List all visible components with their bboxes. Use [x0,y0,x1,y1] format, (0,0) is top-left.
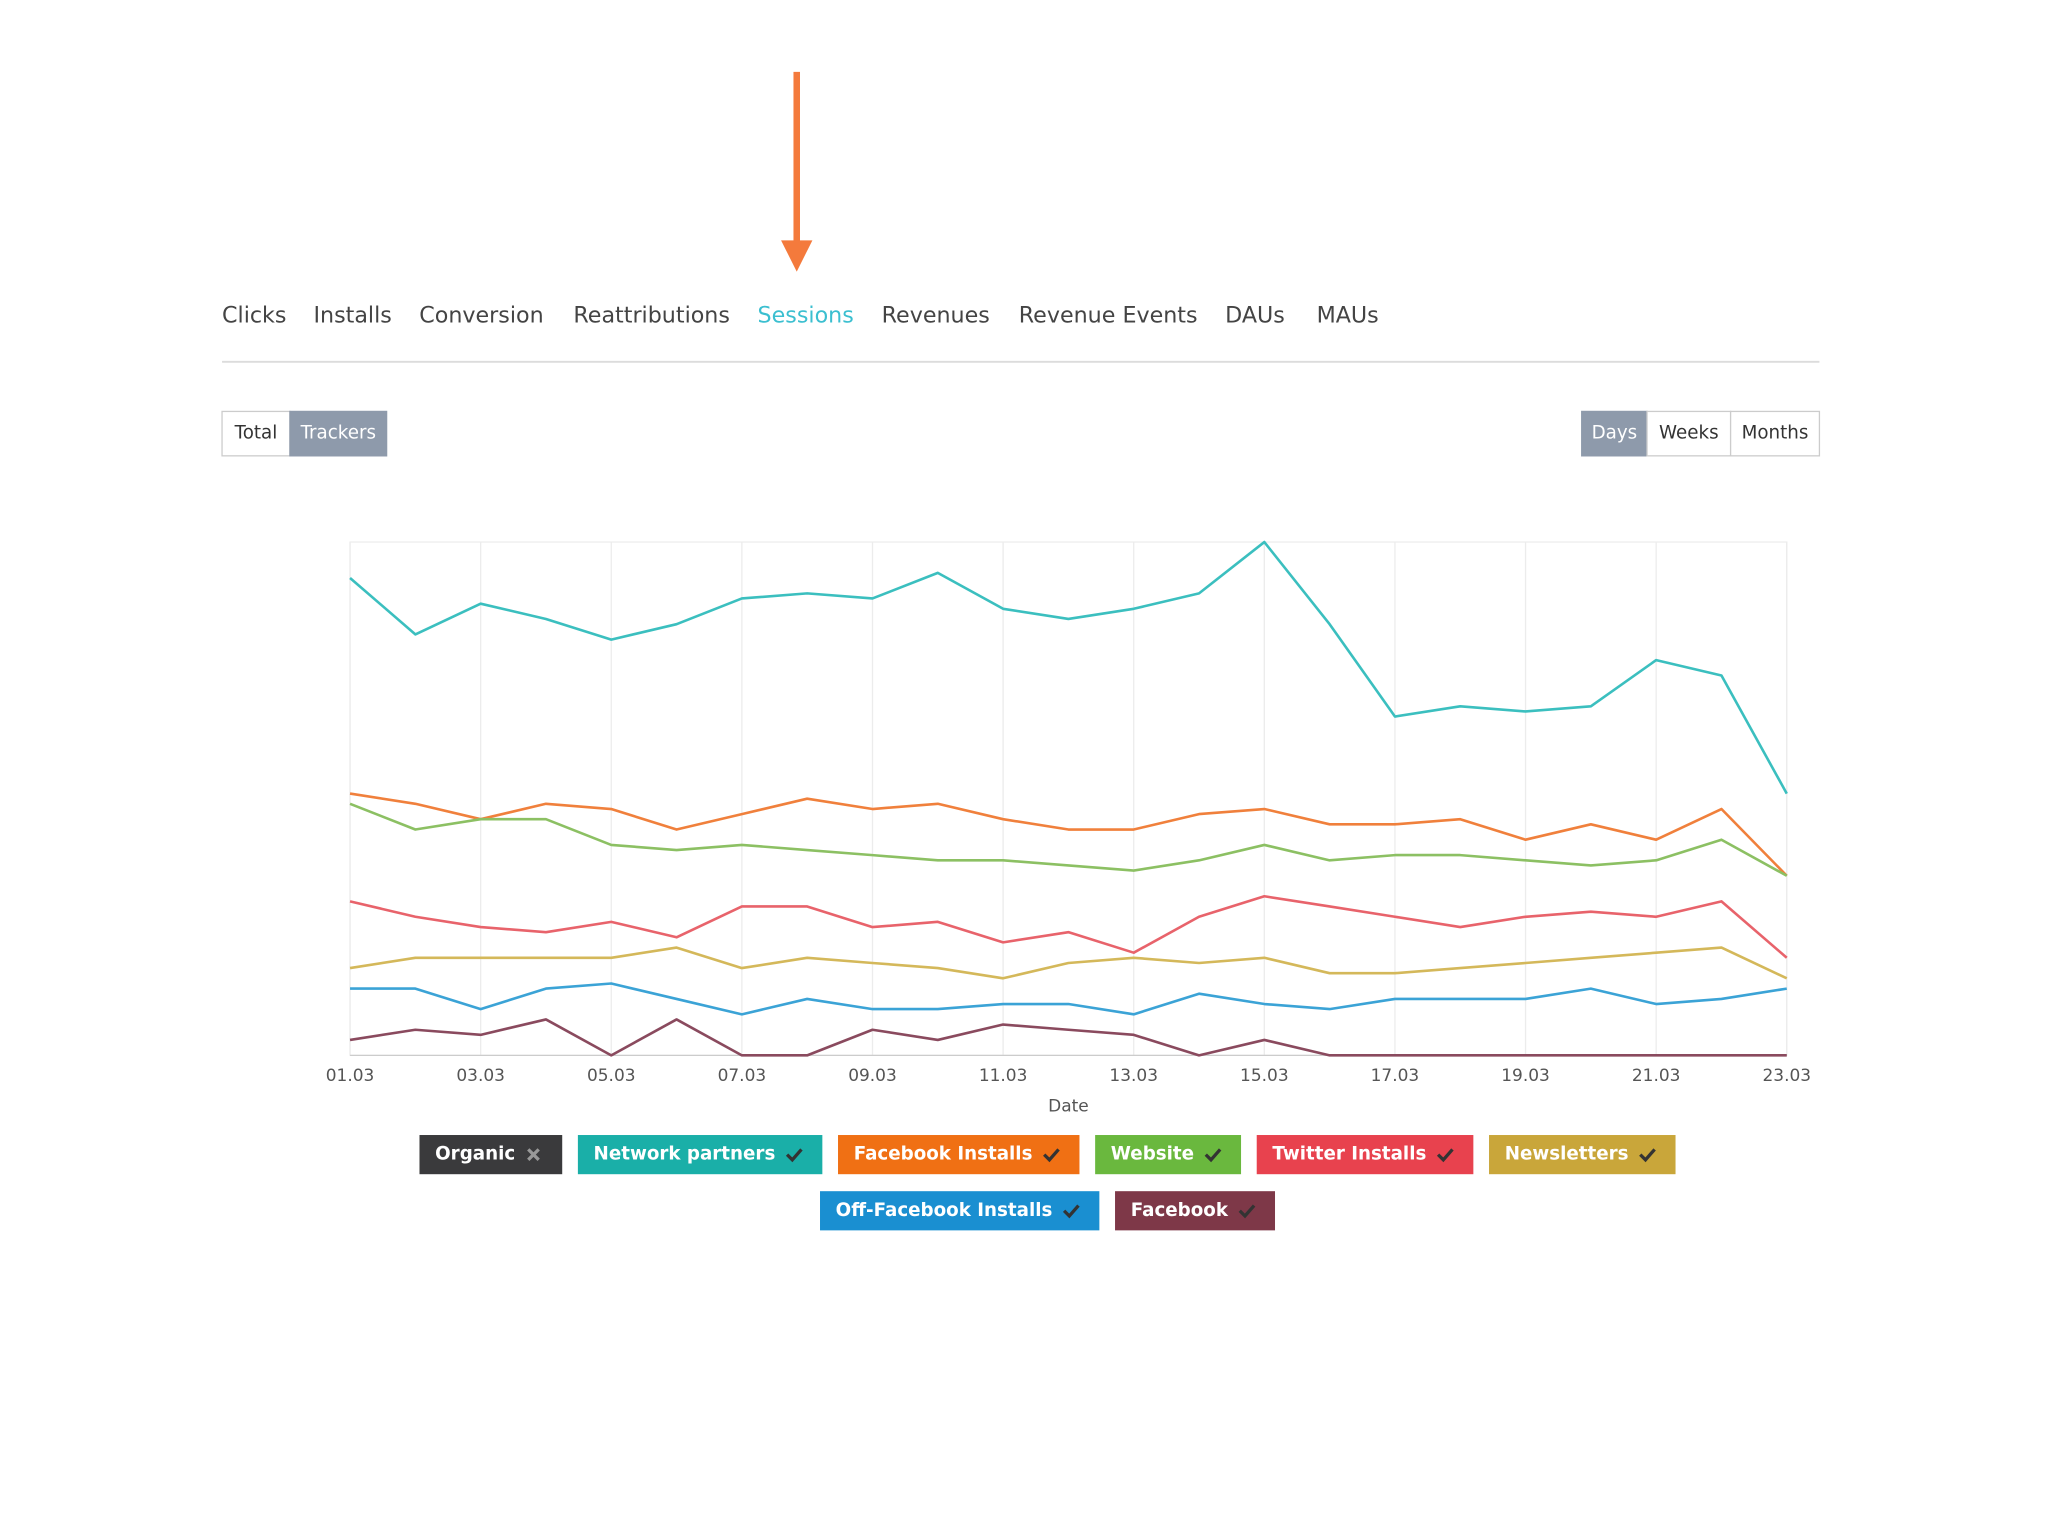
legend-chip[interactable] [1256,1135,1474,1175]
legend-item[interactable]: Off-Facebook Installs [820,1191,1100,1231]
x-tick-label: 11.03 [979,1066,1028,1086]
legend-label[interactable]: Twitter Installs [1272,1144,1426,1165]
x-tick-label: 05.03 [587,1066,636,1086]
nav-tab[interactable]: MAUs [1317,303,1379,329]
toggle-button[interactable] [221,410,291,457]
series-line [349,1018,1787,1057]
x-tick-label: 07.03 [718,1066,767,1086]
legend-item[interactable]: Twitter Installs [1256,1135,1474,1175]
x-tick-label: 23.03 [1762,1066,1811,1086]
legend-item[interactable]: Facebook [1115,1191,1276,1231]
nav-tab[interactable]: Clicks [222,303,286,329]
legend-chip[interactable] [820,1191,1100,1231]
legend-chip[interactable] [419,1135,563,1175]
nav-tab[interactable]: Revenue Events [1019,303,1198,329]
nav-tab[interactable]: Revenues [882,303,990,329]
x-tick-label: 09.03 [848,1066,897,1086]
legend-label[interactable]: Facebook [1131,1200,1229,1221]
nav-tab[interactable]: Installs [313,303,391,329]
legend-item[interactable]: Organic [419,1135,563,1175]
series-line [349,792,1788,877]
series-line [349,946,1788,980]
nav-tab[interactable]: DAUs [1225,303,1285,329]
toggle-label[interactable]: Total [234,423,278,444]
legend-chip[interactable] [838,1135,1080,1175]
legend-check [1436,1148,1454,1163]
toggle-label[interactable]: Trackers [300,423,376,444]
nav-tab[interactable]: Reattributions [573,303,730,329]
arrow-head [781,240,813,272]
toggle-button[interactable] [289,410,388,457]
legend-chip[interactable] [1489,1135,1676,1175]
nav-tab[interactable]: Conversion [419,303,543,329]
legend-cross [527,1148,540,1161]
legend-item[interactable]: Website [1095,1135,1242,1175]
legend-check [1639,1148,1656,1163]
legend-item[interactable]: Newsletters [1489,1135,1676,1175]
legend-check [1043,1148,1060,1163]
legend-label[interactable]: Website [1111,1144,1194,1165]
legend-label[interactable]: Off-Facebook Installs [836,1200,1053,1221]
legend-label[interactable]: Network partners [594,1144,776,1165]
toggle-button[interactable] [1581,410,1648,457]
legend-check [1204,1148,1222,1163]
toggle-button[interactable] [1729,410,1821,457]
toggle-label[interactable]: Days [1592,423,1638,444]
legend-check [785,1148,803,1163]
x-tick-label: 19.03 [1501,1066,1550,1086]
series-line [349,894,1788,959]
series-line [349,540,1788,795]
legend-chip[interactable] [577,1135,823,1175]
legend-check [1238,1204,1256,1219]
nav-tab[interactable]: Sessions [758,303,854,329]
legend-label[interactable]: Organic [435,1144,515,1165]
toggle-label[interactable]: Weeks [1659,423,1719,444]
x-tick-label: 03.03 [456,1066,505,1086]
toggle-label[interactable]: Months [1742,423,1809,444]
x-tick-label: 01.03 [326,1066,375,1086]
x-tick-label: 13.03 [1109,1066,1158,1086]
x-tick-label: 17.03 [1371,1066,1420,1086]
series-line [349,802,1788,877]
legend-item[interactable]: Network partners [577,1135,823,1175]
x-tick-label: 21.03 [1632,1066,1681,1086]
x-tick-label: 15.03 [1240,1066,1289,1086]
legend-check [1062,1204,1080,1219]
legend-item[interactable]: Facebook Installs [838,1135,1080,1175]
legend-label[interactable]: Newsletters [1505,1144,1629,1165]
legend-label[interactable]: Facebook Installs [854,1144,1033,1165]
x-axis-label: Date [1048,1096,1089,1116]
toggle-button[interactable] [1646,410,1732,457]
series-line [350,982,1787,1016]
